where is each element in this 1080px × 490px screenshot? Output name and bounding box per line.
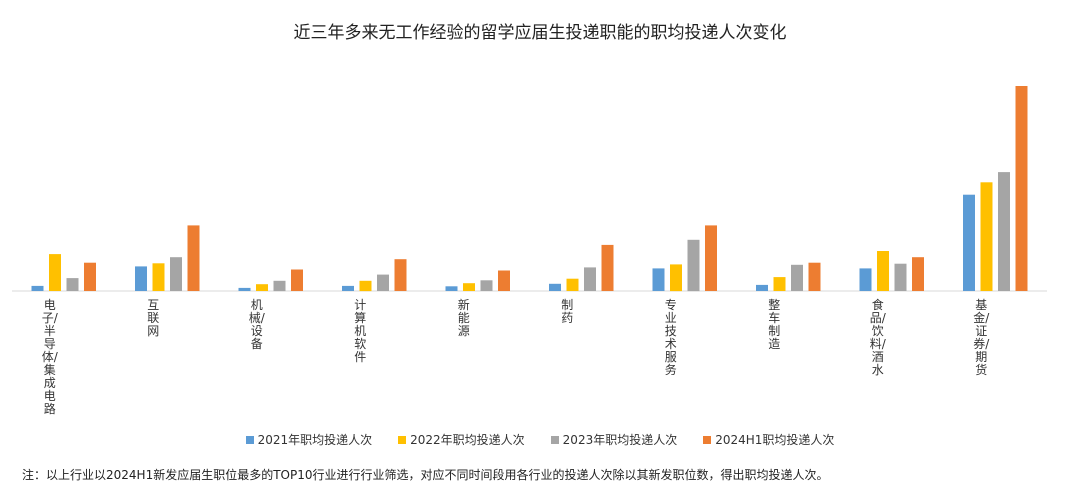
bar xyxy=(912,257,924,291)
legend-swatch xyxy=(550,435,559,444)
bar xyxy=(135,266,147,291)
bar xyxy=(480,280,493,291)
bar xyxy=(273,280,286,292)
bar xyxy=(705,225,717,291)
footnote: 注：以上行业以2024H1新发应届生职位最多的TOP10行业进行行业筛选，对应不… xyxy=(22,468,829,482)
chart-title: 近三年多来无工作经验的留学应届生投递职能的职均投递人次变化 xyxy=(293,23,787,43)
bar xyxy=(980,182,993,291)
bar xyxy=(670,264,682,292)
bar xyxy=(894,263,907,291)
bar xyxy=(791,264,803,291)
bar xyxy=(342,285,354,291)
bar xyxy=(998,172,1010,291)
bar xyxy=(238,287,251,291)
legend-label: 2024H1职均投递人次 xyxy=(715,433,835,447)
bar xyxy=(187,225,200,291)
legend-item: 2023年职均投递人次 xyxy=(550,431,678,448)
bar xyxy=(584,267,596,291)
legend-label: 2021年职均投递人次 xyxy=(257,433,373,447)
bar xyxy=(877,251,889,291)
bar xyxy=(394,259,407,291)
bar xyxy=(773,277,786,291)
bar xyxy=(498,270,510,291)
bar xyxy=(49,254,61,291)
category-label: 专业技术服务 xyxy=(664,298,677,377)
category-label: 互联网 xyxy=(147,298,160,338)
bar xyxy=(377,274,389,291)
legend-swatch xyxy=(703,435,712,444)
bar xyxy=(256,284,268,291)
bar xyxy=(170,257,182,291)
category-label: 基金/证券/期货 xyxy=(973,298,990,377)
bar xyxy=(463,283,475,291)
category-label: 机械/设备 xyxy=(248,298,265,351)
legend-swatch xyxy=(398,435,407,444)
bar xyxy=(808,262,821,291)
bar xyxy=(291,269,303,291)
legend-label: 2022年职均投递人次 xyxy=(410,433,525,447)
bar xyxy=(601,244,614,291)
legend-item: 2022年职均投递人次 xyxy=(398,431,525,448)
bar xyxy=(31,285,44,291)
bar xyxy=(756,284,768,291)
bar xyxy=(445,286,458,291)
legend-label: 2023年职均投递人次 xyxy=(562,433,678,447)
bar xyxy=(549,283,561,291)
bar xyxy=(566,278,579,291)
category-label: 整车制造 xyxy=(768,298,781,351)
bar xyxy=(859,268,872,291)
category-label: 制药 xyxy=(561,298,574,325)
bar xyxy=(687,239,700,292)
category-label: 电子/半导体/集成电路 xyxy=(41,298,58,416)
bar xyxy=(66,278,79,291)
bar xyxy=(963,194,975,291)
bar xyxy=(1015,86,1028,291)
legend-item: 2021年职均投递人次 xyxy=(245,431,373,448)
legend-swatch xyxy=(245,435,254,444)
category-label: 新能源 xyxy=(457,298,470,338)
bar xyxy=(359,280,372,292)
category-label: 食品/饮料/酒水 xyxy=(869,298,886,377)
bar xyxy=(152,263,165,291)
bar xyxy=(84,262,96,291)
category-label: 计算机软件 xyxy=(354,298,367,364)
legend-item: 2024H1职均投递人次 xyxy=(703,431,834,448)
chart-legend: 2021年职均投递人次 2022年职均投递人次 2023年职均投递人次 2024H1职… xyxy=(0,431,1080,448)
bar xyxy=(652,268,665,291)
